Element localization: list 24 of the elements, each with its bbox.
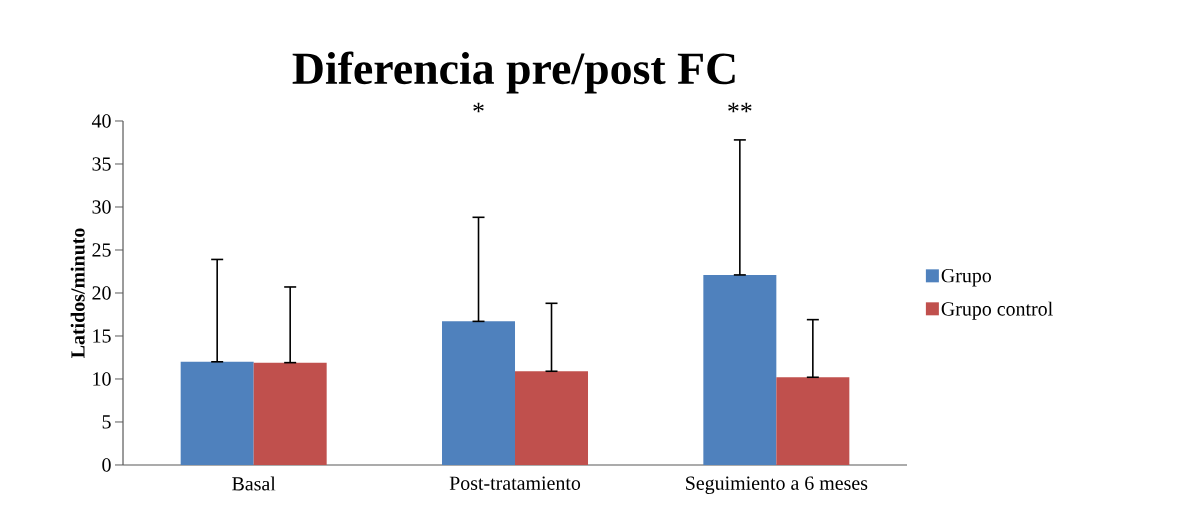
x-tick-label: Basal [232,476,276,491]
y-tick-label: 10 [93,372,111,386]
legend-label: Grupo [941,269,992,287]
bar [442,321,516,465]
y-tick-label: 15 [93,329,111,343]
y-tick-label: 25 [92,243,111,257]
bar [776,377,850,465]
bar [180,361,254,465]
y-axis-title: Latidos/minuto [70,228,85,358]
bar [253,362,327,465]
x-tick-label: Post-tratamiento [449,476,581,490]
y-tick-label: 40 [91,114,111,128]
bar [515,371,589,465]
text: * [473,102,484,113]
legend-label: Grupo control [941,301,1053,320]
y-tick-label: 35 [92,157,111,171]
chart-title: Diferencia pre/post FC [292,51,735,94]
x-tick-label: Seguimiento a 6 meses [686,476,868,494]
y-tick-label: 30 [92,200,111,214]
text: ** [728,102,752,113]
y-tick-label: 5 [102,415,111,429]
y-tick-label: 20 [92,286,111,300]
bar [703,274,777,465]
y-tick-label: 0 [102,458,111,472]
